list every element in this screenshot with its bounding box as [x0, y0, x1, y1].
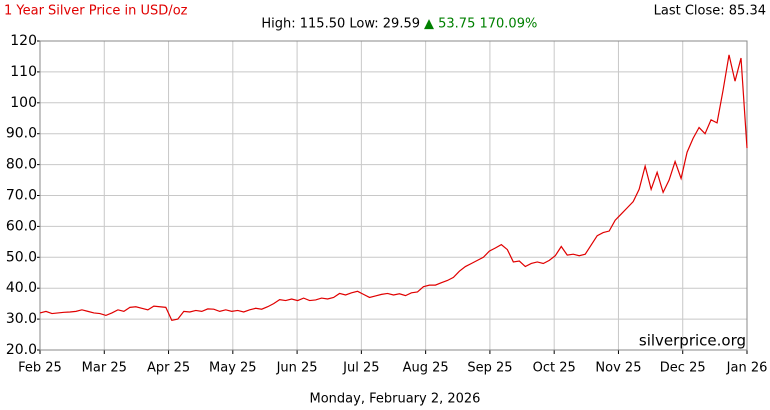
chart-title: 1 Year Silver Price in USD/oz — [4, 4, 188, 19]
x-tick-label: May 25 — [209, 361, 257, 376]
x-tick-label: Dec 25 — [660, 361, 706, 376]
y-tick-label: 60.0 — [6, 218, 37, 234]
y-tick-label: 110 — [10, 64, 37, 80]
y-tick-label: 100 — [10, 95, 37, 111]
x-tick-label: Feb 25 — [18, 361, 62, 376]
y-tick-label: 90.0 — [6, 126, 37, 142]
price-line — [39, 54, 748, 322]
y-tick-label: 20.0 — [6, 342, 37, 358]
x-tick-label: Oct 25 — [533, 361, 576, 376]
x-tick-label: Aug 25 — [403, 361, 449, 376]
y-tick-label: 70.0 — [6, 188, 37, 204]
stats: High: 115.50 Low: 29.59 — [261, 17, 420, 32]
y-tick-label: 120 — [10, 33, 37, 49]
plot-border — [39, 40, 748, 351]
change: ▲ 53.75 170.09% — [424, 17, 537, 32]
last-close: Last Close: 85.34 — [654, 4, 766, 19]
x-tick-label: Apr 25 — [147, 361, 190, 376]
x-tick-label: Sep 25 — [467, 361, 512, 376]
x-tick-label: Jan 26 — [726, 361, 768, 376]
y-tick-label: 30.0 — [6, 311, 37, 327]
footer: Monday, February 2, 2026 — [310, 392, 481, 407]
y-tick-label: 80.0 — [6, 157, 37, 173]
x-tick-label: Jul 25 — [342, 361, 379, 376]
y-tick-label: 50.0 — [6, 249, 37, 265]
x-tick-label: Jun 25 — [276, 361, 318, 376]
watermark: silverprice.org — [639, 332, 746, 350]
y-tick-label: 40.0 — [6, 280, 37, 296]
x-tick-label: Nov 25 — [595, 361, 641, 376]
x-tick-label: Mar 25 — [82, 361, 127, 376]
